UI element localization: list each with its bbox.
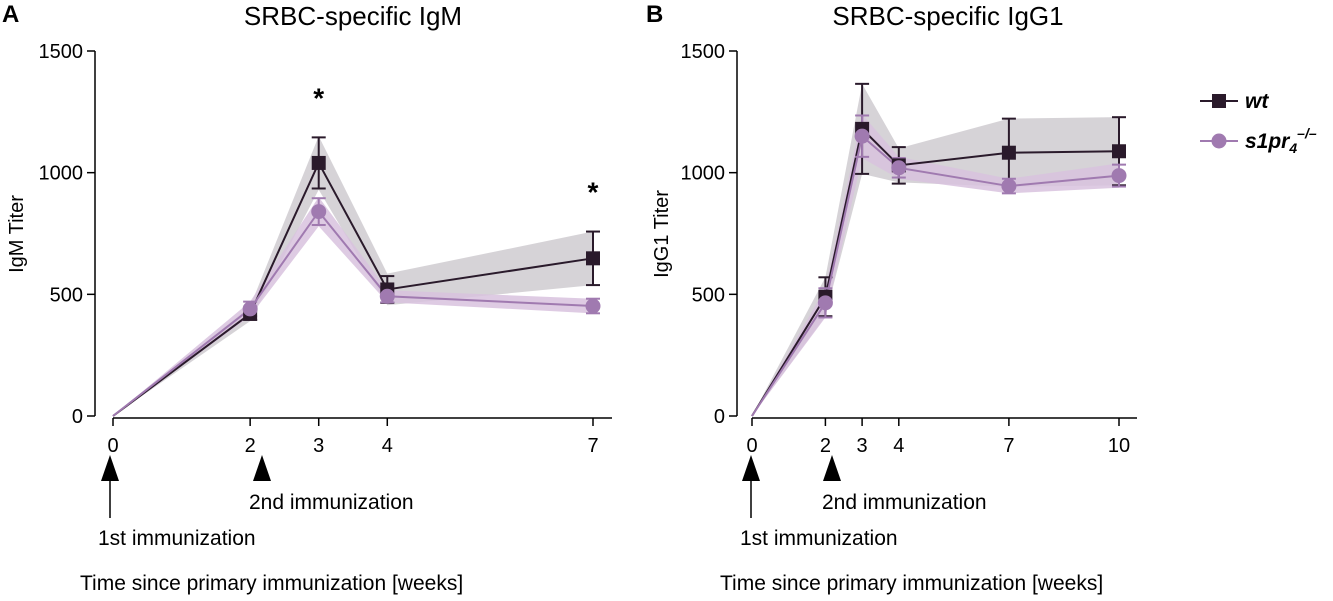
x-tick-label: 0	[107, 435, 118, 457]
panel-label-b: B	[646, 1, 663, 28]
x-axis-label-b: Time since primary immunization [weeks]	[720, 572, 1103, 595]
y-axis-label-igm: IgM Titer	[6, 195, 28, 273]
point-s1pr4	[891, 160, 907, 176]
point-wt	[1001, 145, 1016, 160]
point-s1pr4	[242, 301, 258, 317]
point-s1pr4	[817, 295, 833, 311]
band-wt	[752, 83, 1119, 416]
chart-igg1: 0 500 1000 1500 0 2 3 4 7 10	[681, 41, 1137, 457]
y-axis-label-igg1: IgG1 Titer	[651, 190, 673, 278]
arrows-panel-a	[101, 455, 271, 518]
arrows-panel-b	[742, 455, 841, 518]
series-line-s1pr4	[751, 134, 1120, 417]
legend-s1pr4-label: s1pr4–/–	[1245, 125, 1317, 156]
first-immunization-label-b: 1st immunization	[740, 527, 898, 550]
band-wt	[113, 136, 593, 416]
arrow-head-second-a	[253, 455, 271, 481]
series-line-wt	[751, 126, 1120, 417]
x-axis-label-a: Time since primary immunization [weeks]	[80, 572, 463, 595]
x-tick-label: 10	[1108, 435, 1130, 457]
legend: wt s1pr4–/–	[1200, 90, 1317, 156]
y-tick-label: 1500	[681, 41, 726, 63]
x-tick-label: 7	[587, 435, 598, 457]
band-s1pr4	[752, 114, 1119, 417]
point-s1pr4	[585, 298, 601, 314]
x-tick-label: 4	[893, 435, 904, 457]
point-s1pr4	[311, 204, 327, 220]
arrow-head-second-b	[823, 455, 841, 481]
y-tick-label: 0	[714, 406, 725, 428]
chart-title-igg1: SRBC-specific IgG1	[832, 1, 1063, 31]
arrow-head-first-a	[101, 455, 119, 481]
point-s1pr4	[1001, 178, 1017, 194]
second-immunization-label-b: 2nd immunization	[822, 491, 987, 514]
point-s1pr4	[379, 288, 395, 304]
point-wt	[1112, 144, 1126, 159]
first-immunization-label-a: 1st immunization	[98, 527, 256, 550]
point-wt	[311, 155, 326, 170]
y-tick-label: 500	[50, 284, 83, 306]
legend-wt-marker	[1212, 94, 1226, 108]
x-tick-label: 3	[313, 435, 324, 457]
band-s1pr4	[113, 197, 593, 416]
x-tick-label: 4	[382, 435, 393, 457]
significance-star: *	[588, 177, 599, 208]
chart-igm: 0 500 1000 1500 0 2 3 4 7 * *	[39, 41, 612, 457]
y-tick-label: 1500	[39, 41, 84, 63]
x-tick-label: 7	[1003, 435, 1014, 457]
panel-label-a: A	[2, 1, 19, 28]
x-tick-label: 2	[820, 435, 831, 457]
y-tick-label: 1000	[681, 163, 726, 185]
x-tick-label: 2	[245, 435, 256, 457]
point-wt	[586, 251, 600, 266]
y-tick-label: 0	[72, 406, 83, 428]
y-tick-label: 500	[692, 284, 725, 306]
x-tick-label: 3	[857, 435, 868, 457]
y-tick-label: 1000	[39, 163, 84, 185]
chart-title-igm: SRBC-specific IgM	[244, 1, 462, 31]
point-s1pr4	[1111, 168, 1127, 184]
legend-s1pr4-marker	[1211, 133, 1227, 149]
second-immunization-label-a: 2nd immunization	[249, 491, 414, 514]
arrow-head-first-b	[742, 455, 760, 481]
point-s1pr4	[854, 128, 870, 144]
legend-wt-label: wt	[1245, 90, 1269, 113]
significance-star: *	[313, 82, 324, 113]
x-tick-label: 0	[746, 435, 757, 457]
